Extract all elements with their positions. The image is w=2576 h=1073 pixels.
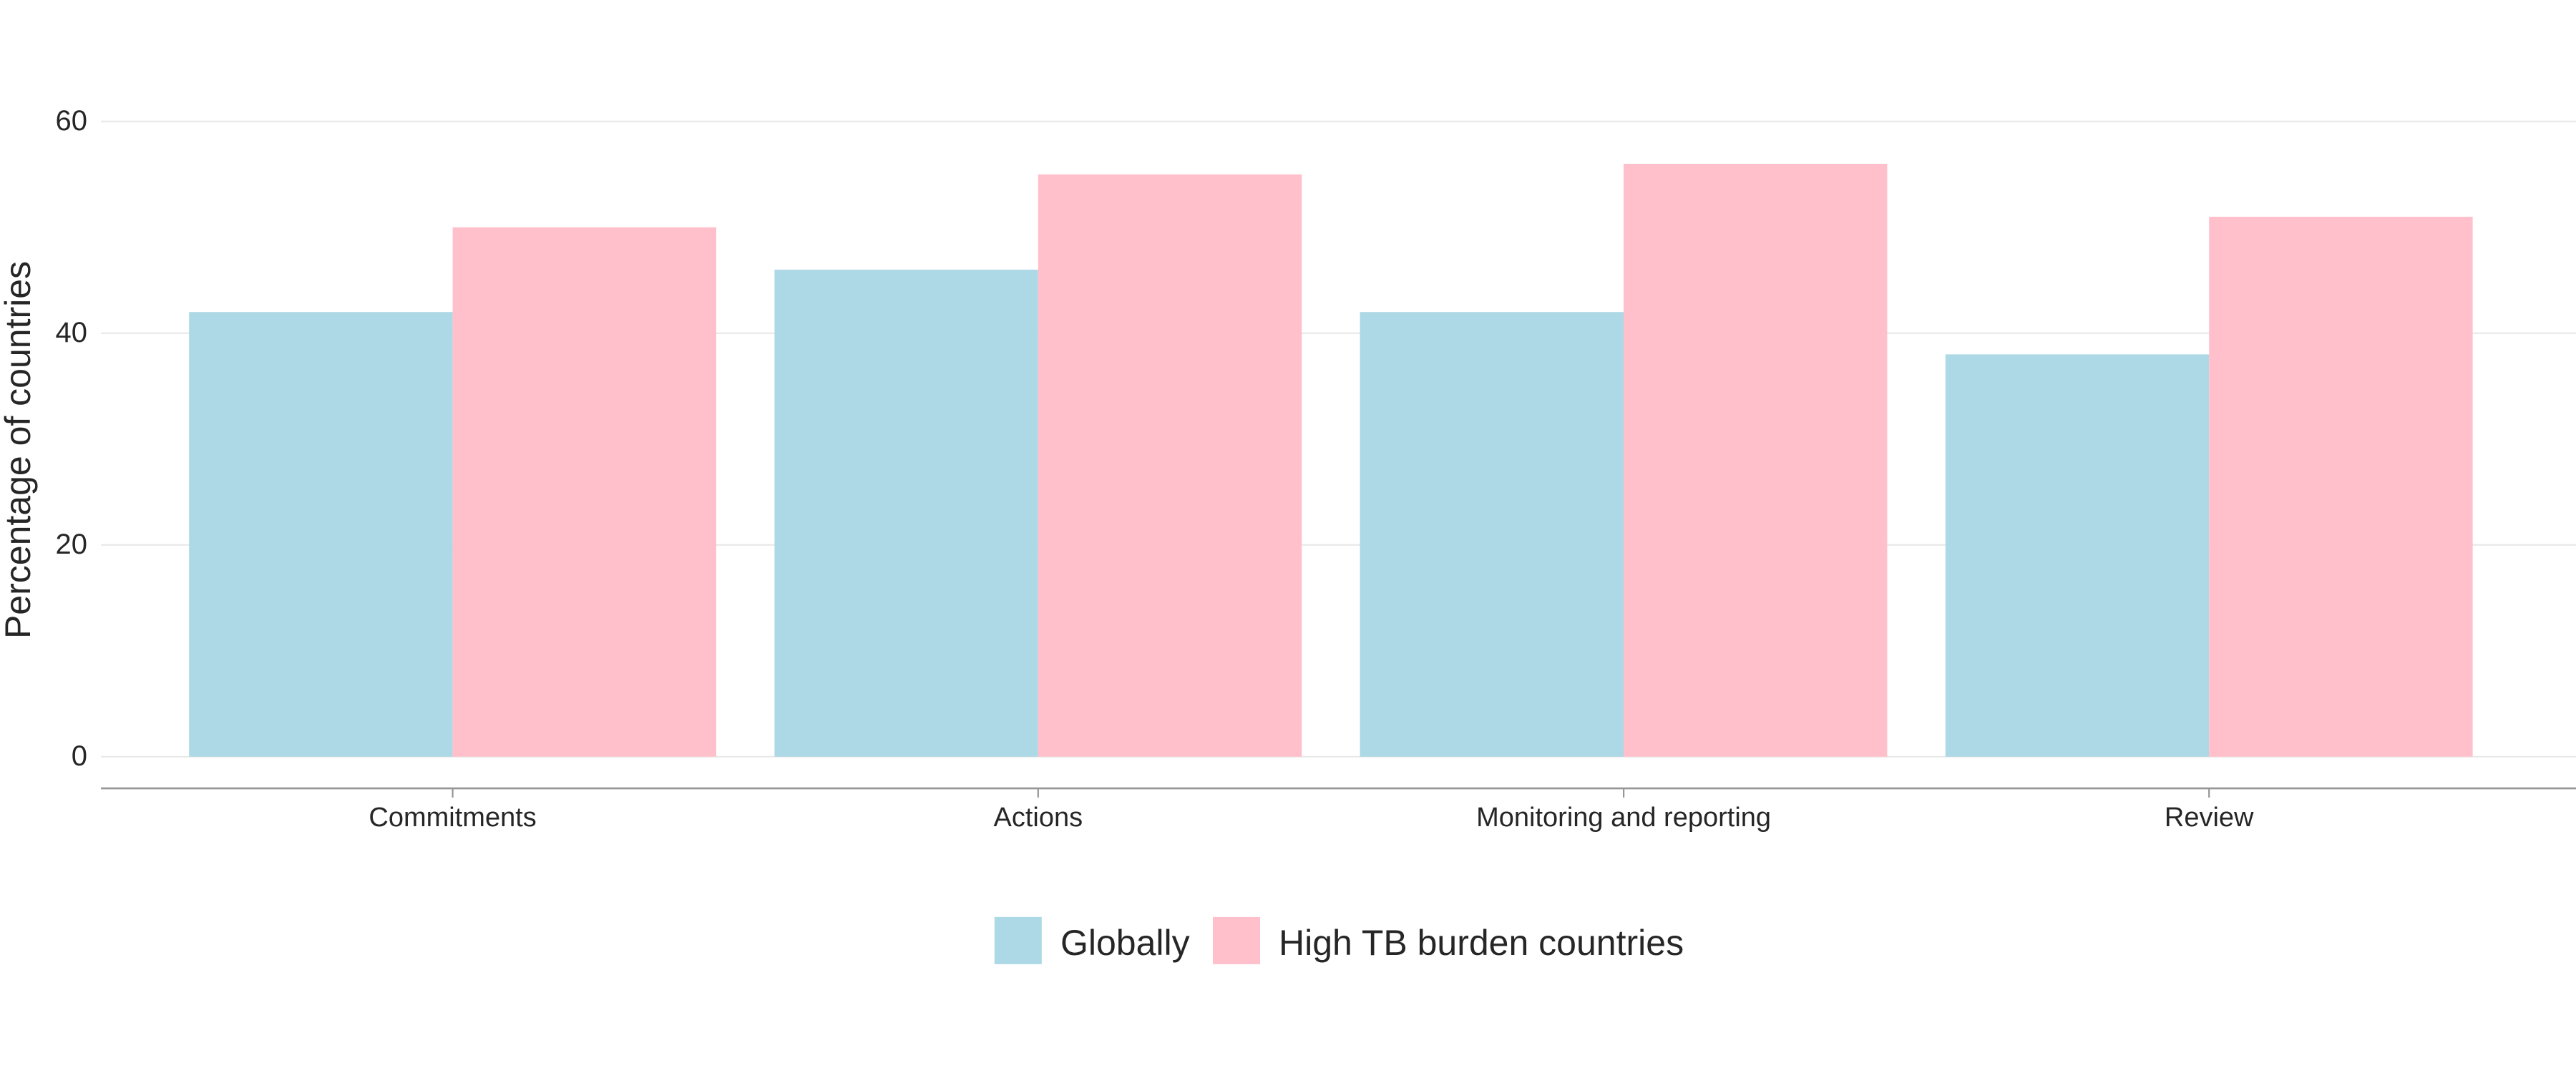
svg-text:Monitoring and reporting: Monitoring and reporting: [1476, 803, 1771, 833]
svg-text:20: 20: [56, 529, 88, 560]
svg-text:Percentage of countries: Percentage of countries: [0, 261, 38, 639]
svg-text:High TB burden countries: High TB burden countries: [1279, 923, 1684, 963]
svg-text:Commitments: Commitments: [369, 803, 536, 833]
svg-text:40: 40: [56, 317, 88, 348]
svg-text:Actions: Actions: [993, 803, 1083, 833]
svg-text:0: 0: [72, 740, 87, 772]
svg-text:Globally: Globally: [1060, 923, 1190, 963]
svg-text:60: 60: [56, 105, 88, 137]
svg-text:Review: Review: [2165, 803, 2254, 833]
